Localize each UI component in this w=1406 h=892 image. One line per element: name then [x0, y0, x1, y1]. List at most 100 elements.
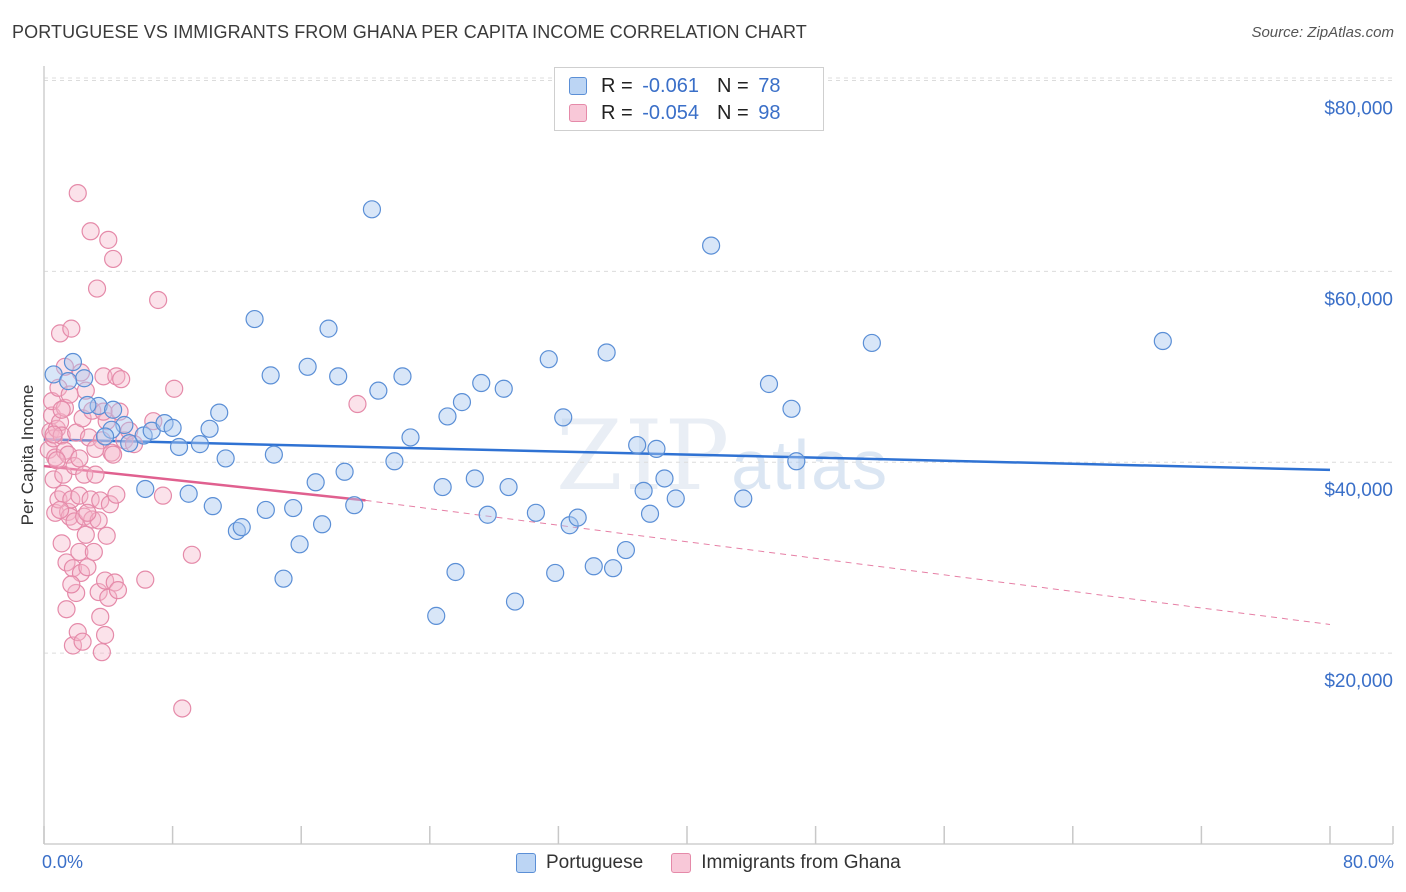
point-portuguese	[102, 420, 121, 439]
point-ghana	[55, 398, 74, 417]
point-ghana	[104, 445, 123, 464]
point-ghana	[49, 378, 68, 397]
point-portuguese	[505, 592, 525, 611]
point-ghana	[348, 394, 367, 414]
legend-r-label: R =	[601, 101, 633, 124]
point-ghana	[76, 525, 95, 544]
point-portuguese	[290, 535, 309, 554]
point-ghana	[70, 542, 89, 562]
point-ghana	[50, 324, 70, 343]
legend-item-ghana: Immigrants from Ghana	[671, 852, 901, 874]
point-ghana	[110, 402, 129, 421]
point-ghana	[50, 500, 70, 520]
point-portuguese	[63, 352, 83, 372]
point-ghana	[95, 625, 115, 645]
legend-item-portuguese: Portuguese	[516, 852, 643, 874]
point-portuguese	[526, 503, 545, 522]
point-portuguese	[264, 445, 283, 464]
point-portuguese	[554, 408, 573, 427]
point-ghana	[182, 545, 201, 564]
portuguese-swatch	[516, 853, 536, 873]
point-portuguese	[75, 369, 94, 388]
point-portuguese	[401, 428, 420, 447]
point-ghana	[73, 632, 92, 651]
point-portuguese	[759, 374, 779, 394]
point-portuguese	[104, 400, 123, 419]
point-portuguese	[603, 559, 623, 578]
series-legend: Portuguese Immigrants from Ghana	[516, 852, 929, 874]
point-portuguese	[210, 403, 229, 422]
point-portuguese	[427, 606, 446, 625]
point-portuguese	[640, 504, 660, 523]
point-portuguese	[1153, 331, 1172, 351]
point-portuguese	[568, 508, 587, 527]
point-ghana	[115, 431, 134, 450]
legend-row-ghana: R = -0.054 N = 98	[569, 101, 780, 125]
point-portuguese	[163, 418, 182, 437]
point-ghana	[165, 379, 184, 398]
point-portuguese	[298, 357, 317, 376]
point-portuguese	[329, 367, 348, 386]
point-ghana	[46, 503, 65, 522]
point-ghana	[65, 512, 84, 531]
x-tick-min: 0.0%	[42, 852, 84, 872]
stats-legend: R = -0.061 N = 78 R = -0.054 N = 98	[554, 67, 824, 131]
point-ghana	[153, 486, 173, 505]
point-portuguese	[499, 477, 518, 497]
point-portuguese	[362, 200, 382, 219]
point-portuguese	[616, 540, 636, 560]
trendlines	[43, 438, 1331, 625]
point-portuguese	[862, 333, 881, 353]
trendline-portuguese	[43, 438, 1331, 472]
point-ghana	[68, 623, 87, 642]
point-ghana	[70, 449, 89, 468]
point-ghana	[91, 607, 110, 626]
source-credit: Source: ZipAtlas.com	[1251, 24, 1394, 41]
point-portuguese	[335, 462, 354, 481]
point-portuguese	[179, 484, 198, 503]
point-portuguese	[634, 481, 653, 500]
point-ghana	[144, 412, 163, 431]
point-ghana	[57, 600, 76, 619]
legend-r-label: R =	[601, 74, 633, 97]
point-portuguese	[584, 557, 603, 576]
y-tick-labels: $80,000 $60,000 $40,000 $20,000	[1324, 98, 1393, 692]
point-portuguese	[385, 452, 404, 471]
point-ghana	[87, 279, 107, 298]
point-portuguese	[216, 449, 235, 468]
legend-n-value: 98	[758, 101, 781, 124]
x-tick-max: 80.0%	[1342, 852, 1394, 872]
legend-n-label: N =	[716, 101, 749, 124]
point-ghana	[136, 570, 155, 589]
point-portuguese	[345, 496, 364, 515]
point-ghana	[86, 439, 105, 458]
legend-r-value: -0.061	[642, 74, 699, 97]
point-ghana	[97, 412, 116, 431]
point-portuguese	[546, 563, 565, 583]
ghana-swatch	[671, 853, 692, 873]
point-portuguese	[203, 497, 222, 516]
point-ghana	[104, 249, 123, 269]
point-portuguese	[200, 419, 219, 438]
point-portuguese	[446, 562, 465, 582]
point-portuguese	[274, 569, 293, 588]
legend-swatch-pink	[569, 104, 587, 122]
point-portuguese	[306, 473, 325, 492]
point-ghana	[149, 290, 168, 310]
point-portuguese	[702, 236, 721, 255]
y-tick-label: $40,000	[1324, 480, 1393, 501]
point-ghana	[108, 581, 128, 600]
point-ghana	[86, 465, 105, 484]
point-ghana	[62, 575, 81, 594]
point-ghana	[94, 367, 113, 386]
ghana-label: Immigrants from Ghana	[701, 852, 901, 873]
point-ghana	[52, 534, 71, 553]
point-portuguese	[284, 498, 303, 518]
point-portuguese	[245, 309, 264, 329]
point-portuguese	[433, 477, 452, 497]
point-ghana	[81, 222, 100, 241]
point-ghana	[100, 495, 120, 514]
point-ghana	[59, 445, 78, 464]
point-portuguese	[369, 381, 388, 400]
